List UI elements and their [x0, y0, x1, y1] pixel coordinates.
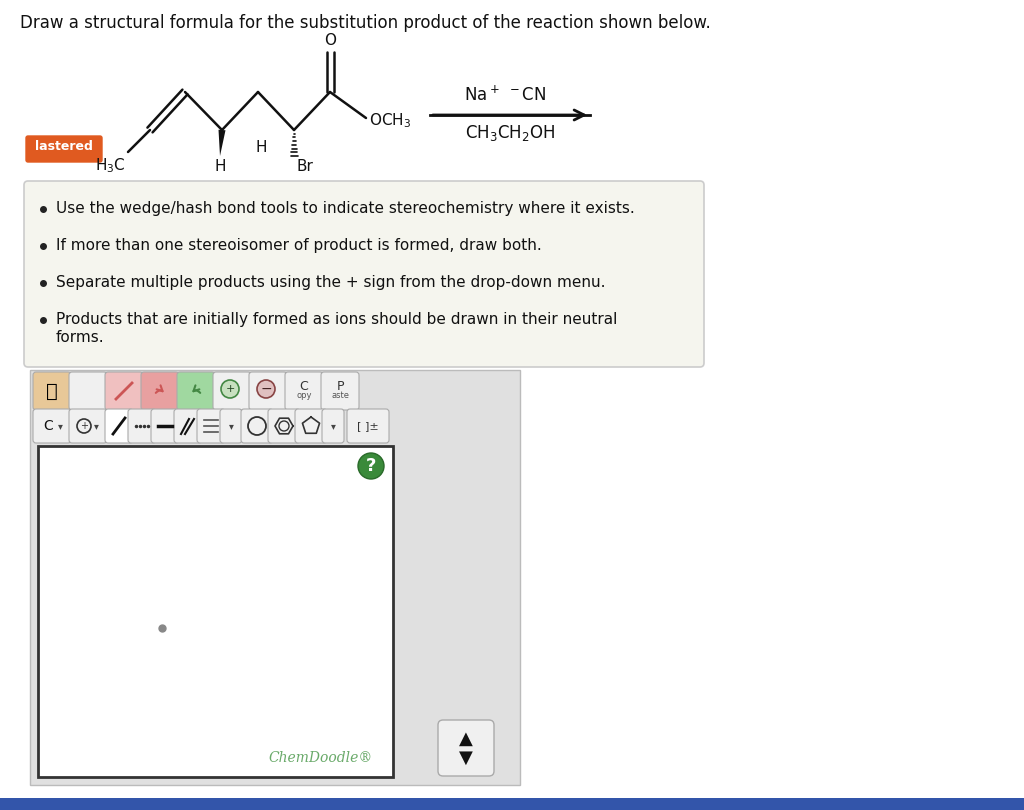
FancyBboxPatch shape [26, 136, 102, 162]
Text: Products that are initially formed as ions should be drawn in their neutral: Products that are initially formed as io… [56, 312, 617, 327]
Text: ▾: ▾ [57, 421, 62, 431]
Text: Use the wedge/hash bond tools to indicate stereochemistry where it exists.: Use the wedge/hash bond tools to indicat… [56, 201, 635, 216]
FancyBboxPatch shape [141, 372, 179, 410]
Text: forms.: forms. [56, 330, 104, 345]
FancyBboxPatch shape [295, 409, 327, 443]
Text: Na$^+$ $^-$CN: Na$^+$ $^-$CN [464, 86, 546, 105]
Text: If more than one stereoisomer of product is formed, draw both.: If more than one stereoisomer of product… [56, 238, 542, 253]
Text: ▾: ▾ [93, 421, 98, 431]
Text: ?: ? [366, 457, 376, 475]
FancyBboxPatch shape [33, 372, 71, 410]
Text: C: C [300, 380, 308, 393]
Text: H: H [255, 140, 266, 155]
Text: C: C [43, 419, 53, 433]
FancyBboxPatch shape [241, 409, 273, 443]
FancyBboxPatch shape [105, 372, 143, 410]
FancyBboxPatch shape [285, 372, 323, 410]
FancyBboxPatch shape [69, 409, 106, 443]
Text: +: + [225, 384, 234, 394]
FancyBboxPatch shape [128, 409, 156, 443]
FancyBboxPatch shape [213, 372, 251, 410]
Text: ▲: ▲ [459, 730, 473, 748]
FancyBboxPatch shape [438, 720, 494, 776]
Text: −: − [260, 382, 271, 396]
Text: ▾: ▾ [331, 421, 336, 431]
Bar [38, 446, 393, 777]
Text: aste: aste [331, 391, 349, 400]
Text: opy: opy [296, 391, 311, 400]
FancyBboxPatch shape [151, 409, 179, 443]
FancyBboxPatch shape [322, 409, 344, 443]
Text: +: + [80, 421, 88, 431]
FancyBboxPatch shape [177, 372, 215, 410]
Text: H$_3$C: H$_3$C [95, 156, 126, 175]
Text: Separate multiple products using the + sign from the drop-down menu.: Separate multiple products using the + s… [56, 275, 605, 290]
Text: [ ]±: [ ]± [357, 421, 379, 431]
Text: OCH$_3$: OCH$_3$ [369, 112, 412, 130]
FancyBboxPatch shape [174, 409, 202, 443]
Text: Draw a structural formula for the substitution product of the reaction shown bel: Draw a structural formula for the substi… [20, 14, 711, 32]
Text: Br: Br [296, 159, 313, 174]
FancyBboxPatch shape [347, 409, 389, 443]
Text: ▼: ▼ [459, 749, 473, 767]
Circle shape [358, 453, 384, 479]
Text: CH$_3$CH$_2$OH: CH$_3$CH$_2$OH [465, 123, 555, 143]
Bar [0, 798, 1024, 810]
FancyBboxPatch shape [197, 409, 225, 443]
FancyBboxPatch shape [249, 372, 287, 410]
Text: ChemDoodle®: ChemDoodle® [268, 751, 373, 765]
Text: ✋: ✋ [46, 382, 58, 400]
FancyBboxPatch shape [69, 372, 106, 410]
FancyBboxPatch shape [30, 370, 520, 785]
Circle shape [257, 380, 275, 398]
FancyBboxPatch shape [33, 409, 71, 443]
Text: lastered: lastered [35, 140, 93, 153]
Circle shape [221, 380, 239, 398]
Text: O: O [324, 33, 336, 48]
FancyBboxPatch shape [105, 409, 133, 443]
Text: ▾: ▾ [228, 421, 233, 431]
Polygon shape [218, 130, 225, 156]
FancyBboxPatch shape [268, 409, 300, 443]
FancyBboxPatch shape [321, 372, 359, 410]
Text: P: P [336, 380, 344, 393]
FancyBboxPatch shape [24, 181, 705, 367]
FancyBboxPatch shape [220, 409, 242, 443]
Text: H: H [214, 159, 225, 174]
